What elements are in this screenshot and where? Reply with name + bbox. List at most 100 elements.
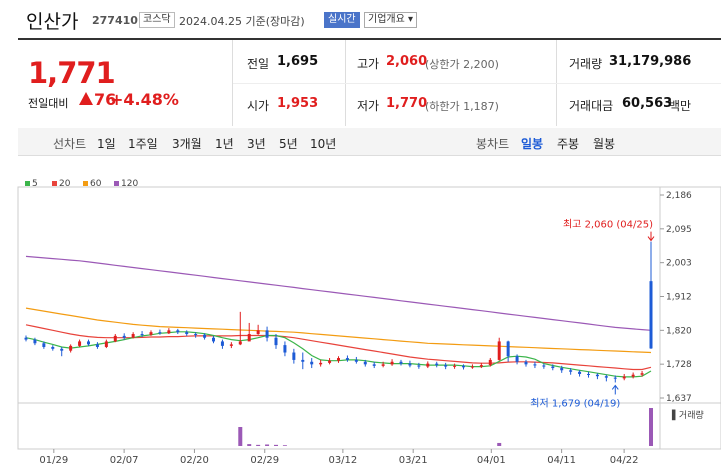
candle-body [60, 348, 64, 351]
candle-body [417, 365, 421, 367]
candle-body [381, 364, 385, 366]
low-label: 저가 [357, 99, 380, 113]
x-tick-label: 04/01 [477, 455, 506, 466]
amount-value: 60,563 [622, 96, 673, 111]
candle-body [265, 330, 269, 338]
x-tick-label: 03/12 [328, 455, 357, 466]
y-tick-label: 1,820 [666, 326, 692, 336]
amount-unit: 백만 [669, 99, 692, 113]
candle-body [587, 373, 590, 375]
candle-body [229, 344, 233, 346]
candle-body [453, 365, 457, 367]
candle-body [113, 335, 117, 342]
legend-ma60: 60 [83, 179, 101, 189]
candle-body [33, 339, 37, 344]
chart-frame [17, 186, 721, 450]
volume-bar [256, 444, 261, 446]
candle-body [212, 337, 215, 342]
tab-1y[interactable]: 1년 [215, 137, 234, 151]
candle-body [42, 343, 46, 347]
tab-10y[interactable]: 10년 [310, 137, 337, 151]
x-tick-label: 02/20 [180, 455, 209, 466]
company-info-dropdown[interactable]: 기업개요 ▾ [364, 12, 417, 28]
volume-bar [497, 442, 502, 446]
candle-chart-label: 봉차트 [476, 137, 510, 151]
y-tick-label: 1,912 [666, 293, 692, 303]
candle-body [515, 356, 519, 362]
high-label: 고가 [357, 57, 380, 71]
line-chart-label: 선차트 [53, 137, 87, 151]
candle-body [24, 337, 28, 340]
candle-body [176, 330, 180, 333]
candle-body [95, 344, 99, 347]
candle-body [497, 341, 501, 360]
min-price-annotation: 최저 1,679 (04/19) [530, 397, 620, 409]
tab-5y[interactable]: 5년 [279, 137, 298, 151]
divider [232, 40, 233, 126]
candle-body [479, 365, 483, 367]
candle-body [292, 352, 296, 360]
y-tick-label: 2,003 [666, 259, 692, 269]
candle-body [524, 361, 528, 365]
tab-weekly[interactable]: 주봉 [557, 137, 580, 151]
tab-1w[interactable]: 1주일 [128, 137, 158, 151]
tab-3m[interactable]: 3개월 [172, 137, 202, 151]
up-triangle-icon [79, 92, 93, 105]
y-tick-label: 2,186 [666, 191, 692, 201]
change-percent: +4.48% [110, 90, 179, 109]
tab-daily[interactable]: 일봉 [521, 137, 544, 151]
candle-body [69, 345, 73, 351]
candle-body [622, 376, 626, 379]
y-tick-label: 1,637 [666, 394, 692, 404]
tab-3y[interactable]: 3년 [247, 137, 266, 151]
candle-body [203, 334, 207, 338]
tab-1d[interactable]: 1일 [97, 137, 116, 151]
candle-body [167, 330, 171, 334]
ma60-line [25, 307, 652, 354]
candle-body [372, 364, 376, 366]
candle-body [51, 346, 55, 349]
candle-body [247, 334, 251, 342]
stock-name: 인산가 [26, 11, 79, 33]
change-label: 전일대비 [28, 97, 69, 110]
prev-close-label: 전일 [247, 57, 270, 71]
candle-body [569, 370, 573, 372]
candle-body [533, 364, 537, 366]
candle-body [158, 332, 162, 334]
change-value: 76 [94, 90, 117, 109]
candle-body [87, 341, 90, 345]
ma5-line [25, 331, 652, 378]
candle-body [354, 359, 358, 362]
realtime-button[interactable]: 실시간 [324, 12, 360, 28]
volume-bar [282, 445, 287, 446]
candle-body [613, 377, 617, 379]
candle-body [640, 373, 644, 375]
tab-monthly[interactable]: 월봉 [593, 137, 616, 151]
open-label: 시가 [247, 99, 270, 113]
candle-body [399, 361, 403, 364]
max-arrowhead-icon [647, 236, 655, 242]
volume-bar [274, 444, 278, 446]
candle-body [149, 332, 153, 335]
open-value: 1,953 [277, 96, 319, 111]
x-tick-label: 02/29 [250, 455, 279, 466]
candle-body [435, 363, 439, 366]
volume-label: ▌거래량 [671, 409, 704, 421]
low-value: 1,770 [386, 96, 428, 111]
candle-body [283, 345, 287, 353]
prev-close-value: 1,695 [277, 54, 319, 69]
candle-body [506, 341, 510, 357]
y-tick-label: 1,728 [666, 360, 692, 370]
candle-body [470, 366, 474, 368]
candle-body [78, 341, 82, 346]
lower-limit: (하한가 1,187) [425, 100, 499, 113]
chart-tab-bar: 선차트 1일 1주일 3개월 1년 3년 5년 10년 봉차트 일봉 주봉 월봉 [18, 128, 721, 156]
candle-body [408, 363, 412, 366]
candle-body [131, 334, 135, 338]
volume-bar [247, 444, 252, 446]
stock-code: 277410 [92, 14, 138, 27]
ma20-line [25, 324, 652, 371]
candle-body [631, 374, 635, 377]
x-tick-label: 03/21 [399, 455, 428, 466]
